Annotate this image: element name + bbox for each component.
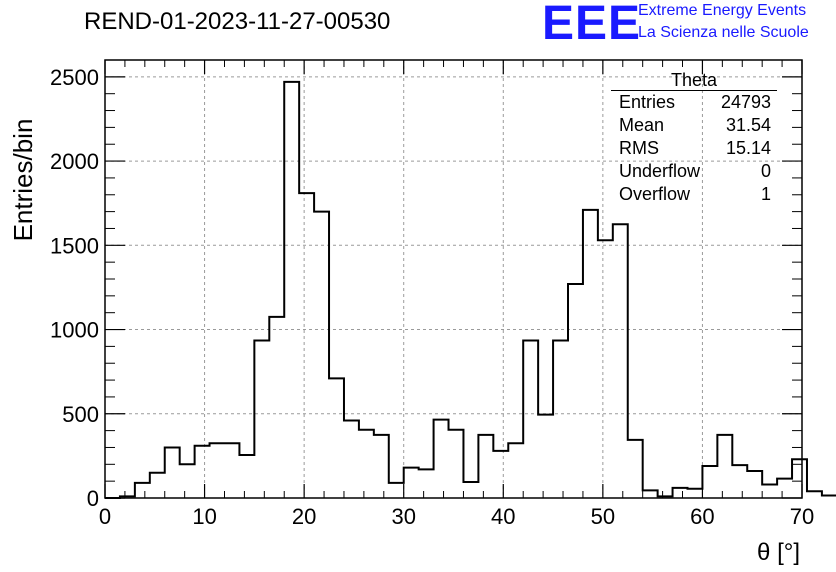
stats-label: Underflow [619, 161, 701, 181]
stats-row-rms: RMS 15.14 [611, 137, 777, 160]
y-tick-label: 1500 [50, 233, 99, 258]
plot-frame [104, 59, 803, 499]
stats-value: 0 [760, 161, 771, 181]
y-tick-label: 2500 [50, 65, 99, 90]
x-tick-label: 60 [690, 504, 714, 529]
stats-row-mean: Mean 31.54 [611, 114, 777, 137]
logo-subtitle-2: La Scienza nelle Scuole [638, 24, 809, 41]
stats-value: 31.54 [725, 115, 771, 135]
x-tick-label: 50 [591, 504, 615, 529]
x-tick-label: 70 [790, 504, 814, 529]
x-tick-label: 20 [292, 504, 316, 529]
y-tick-label: 0 [87, 486, 99, 511]
y-tick-label: 500 [62, 402, 99, 427]
stats-row-entries: Entries 24793 [611, 91, 777, 114]
logo-subtitle-1: Extreme Energy Events [638, 2, 807, 19]
stats-label: Overflow [619, 184, 691, 204]
page-title: REND-01-2023-11-27-00530 [84, 8, 391, 35]
stats-row-overflow: Overflow 1 [611, 183, 777, 206]
x-tick-label: 40 [491, 504, 515, 529]
stats-value: 24793 [720, 92, 771, 112]
y-axis-label: Entries/bin [8, 119, 38, 242]
stats-label: Mean [619, 115, 665, 135]
histogram-line [105, 80, 836, 499]
stats-label: RMS [619, 138, 659, 158]
y-tick-labels: 0 500 1000 1500 2000 2500 [50, 65, 99, 511]
stats-value: 1 [760, 184, 771, 204]
stats-title: Theta [611, 70, 777, 91]
stats-value: 15.14 [725, 138, 771, 158]
y-tick-label: 1000 [50, 318, 99, 343]
stats-label: Entries [619, 92, 676, 112]
stats-box: Theta Entries 24793 Mean 31.54 RMS 15.14… [611, 70, 777, 206]
x-tick-label: 0 [99, 504, 111, 529]
eee-logo: EEE [542, 0, 642, 50]
grid-lines [105, 60, 802, 498]
y-tick-label: 2000 [50, 149, 99, 174]
x-tick-label: 10 [192, 504, 216, 529]
x-tick-label: 30 [391, 504, 415, 529]
x-axis-label: θ [°] [757, 539, 800, 566]
x-tick-labels: 0 10 20 30 40 50 60 70 [99, 504, 814, 529]
stats-row-underflow: Underflow 0 [611, 160, 777, 183]
